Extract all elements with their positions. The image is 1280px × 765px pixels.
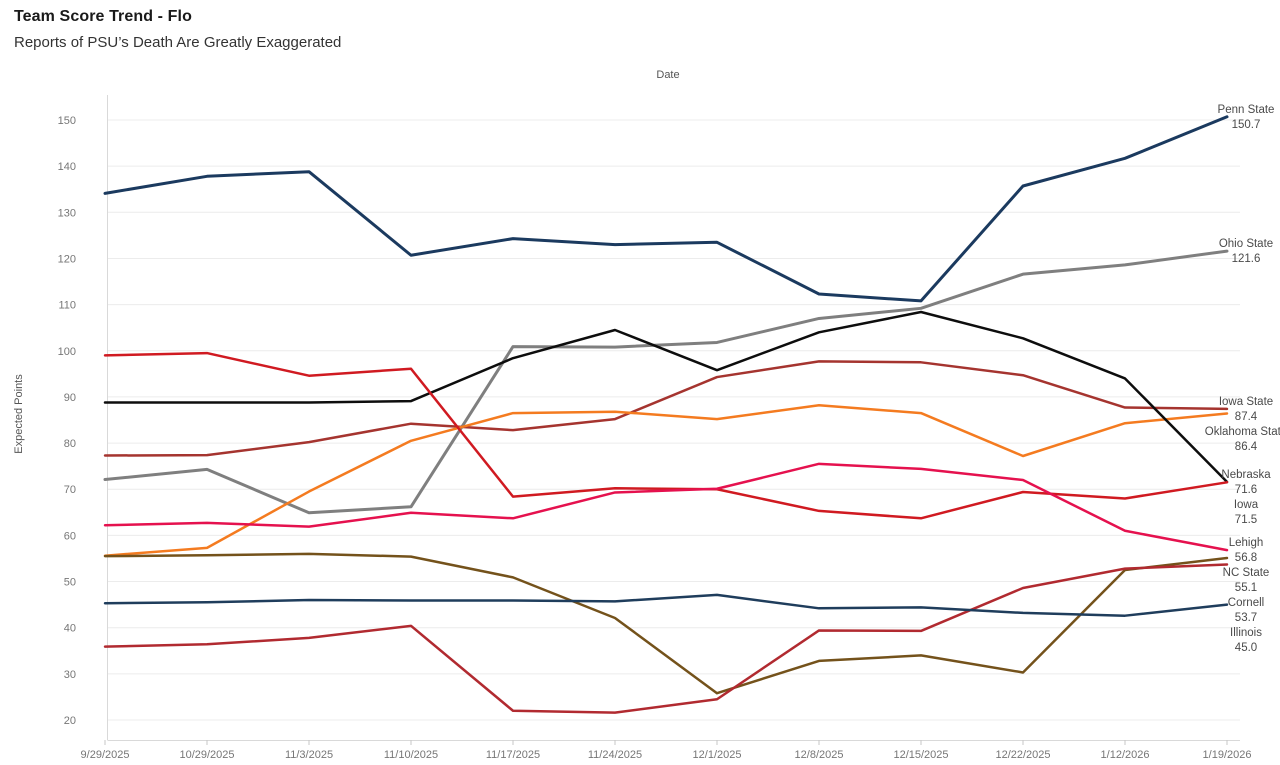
series-value-label-lehigh: 56.8 [1235, 552, 1257, 564]
x-tick-label: 12/15/2025 [893, 749, 948, 761]
series-name-label-iowa: Iowa [1234, 499, 1259, 511]
y-tick-label: 130 [58, 207, 76, 219]
series-value-label-nc-state: 55.1 [1235, 582, 1257, 594]
series-name-label-illinois: Illinois [1230, 627, 1262, 639]
series-value-label-cornell: 53.7 [1235, 612, 1257, 624]
series-name-label-nc-state: NC State [1223, 567, 1270, 579]
y-tick-label: 150 [58, 115, 76, 127]
series-line-penn-state[interactable] [103, 115, 1229, 303]
series-name-label-nebraska: Nebraska [1221, 469, 1271, 481]
y-tick-label: 40 [64, 623, 76, 635]
series-value-label-oklahoma-state: 86.4 [1235, 441, 1258, 453]
series-line-iowa-state[interactable] [103, 360, 1229, 457]
series-value-label-nebraska: 71.6 [1235, 484, 1257, 496]
x-tick-label: 12/1/2025 [693, 749, 742, 761]
y-tick-label: 50 [64, 577, 76, 589]
series-line-ohio-state[interactable] [103, 249, 1229, 515]
series-name-label-oklahoma-state: Oklahoma State [1205, 426, 1280, 438]
y-tick-label: 60 [64, 530, 76, 542]
x-tick-label: 12/22/2025 [995, 749, 1050, 761]
y-tick-label: 120 [58, 253, 76, 265]
y-tick-label: 70 [64, 484, 76, 496]
x-tick-label: 10/29/2025 [179, 749, 234, 761]
x-tick-label: 1/12/2026 [1101, 749, 1150, 761]
series-value-label-iowa-state: 87.4 [1235, 411, 1258, 423]
series-name-label-iowa-state: Iowa State [1219, 396, 1273, 408]
series-line-nc-state[interactable] [103, 552, 1229, 695]
y-tick-label: 90 [64, 392, 76, 404]
y-tick-label: 110 [58, 300, 76, 312]
series-line-oklahoma-state[interactable] [103, 403, 1229, 557]
series-line-nebraska[interactable] [103, 310, 1229, 484]
page-title: Team Score Trend - Flo [14, 8, 192, 25]
y-tick-label: 80 [64, 438, 76, 450]
x-tick-label: 9/29/2025 [81, 749, 130, 761]
series-name-label-penn-state: Penn State [1218, 104, 1275, 116]
x-tick-label: 11/10/2025 [384, 749, 438, 761]
y-tick-label: 140 [58, 161, 76, 173]
x-tick-label: 12/8/2025 [795, 749, 844, 761]
x-tick-label: 11/17/2025 [486, 749, 540, 761]
series-line-lehigh[interactable] [103, 462, 1229, 552]
series-name-label-lehigh: Lehigh [1229, 537, 1264, 549]
series-name-label-ohio-state: Ohio State [1219, 238, 1273, 250]
x-tick-label: 1/19/2026 [1203, 749, 1252, 761]
series-value-label-ohio-state: 121.6 [1232, 253, 1261, 265]
series-line-illinois[interactable] [103, 593, 1229, 617]
x-axis-title: Date [656, 69, 680, 81]
series-line-cornell[interactable] [103, 563, 1229, 714]
y-tick-label: 30 [64, 669, 76, 681]
y-tick-label: 20 [64, 715, 76, 727]
x-tick-label: 11/24/2025 [588, 749, 642, 761]
page-subtitle: Reports of PSU’s Death Are Greatly Exagg… [14, 34, 342, 51]
y-tick-label: 100 [58, 346, 76, 358]
series-value-label-iowa: 71.5 [1235, 514, 1257, 526]
series-name-label-cornell: Cornell [1228, 597, 1264, 609]
series-value-label-penn-state: 150.7 [1232, 119, 1261, 131]
x-tick-label: 11/3/2025 [285, 749, 333, 761]
series-value-label-illinois: 45.0 [1235, 642, 1257, 654]
series-line-iowa[interactable] [103, 351, 1229, 520]
